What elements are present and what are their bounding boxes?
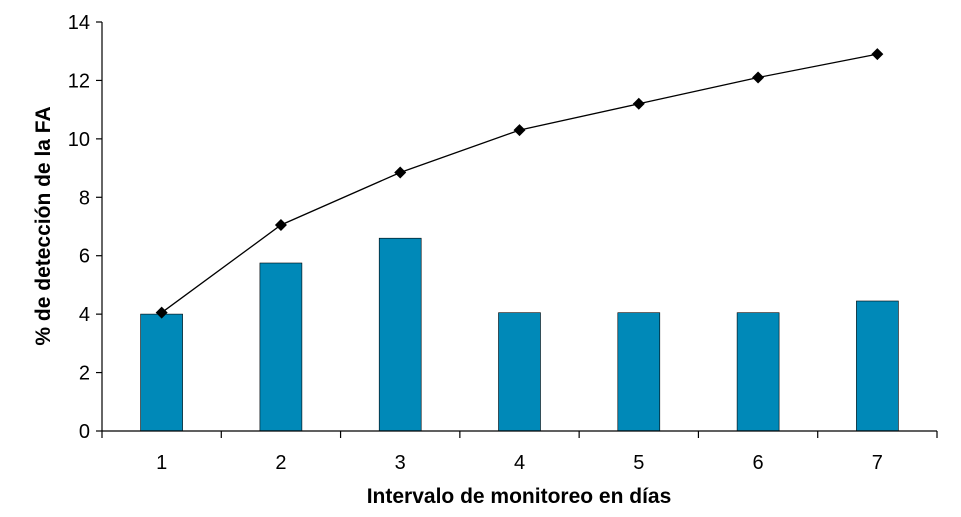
bars-layer [140, 237, 899, 432]
x-axis-title: Intervalo de monitoreo en días [367, 485, 672, 508]
x-tick-label: 3 [395, 452, 406, 474]
bar-6 [736, 312, 780, 432]
x-tick-label: 2 [275, 452, 286, 474]
bar-5 [617, 312, 661, 432]
x-tick-label: 7 [872, 452, 883, 474]
line-point-7 [871, 48, 884, 61]
x-tick-label: 4 [514, 452, 525, 474]
line-point-5 [632, 97, 645, 110]
bar-4 [498, 312, 541, 432]
y-tick-label: 12 [68, 70, 90, 92]
line-point-4 [513, 124, 526, 137]
line-layer [155, 48, 884, 319]
bar-7 [856, 300, 899, 432]
axes-layer [96, 21, 938, 438]
line-point-3 [394, 166, 407, 179]
y-tick-label: 8 [79, 187, 90, 209]
line-point-2 [274, 219, 287, 232]
y-tick-label: 10 [68, 129, 90, 151]
line-point-1 [155, 306, 168, 319]
x-tick-label: 1 [156, 452, 167, 474]
x-tick-label: 5 [633, 452, 644, 474]
x-tick-label: 6 [753, 452, 764, 474]
bar-1 [140, 313, 183, 432]
y-axis-title: % de detección de la FA [32, 106, 55, 345]
y-tick-label: 14 [68, 12, 90, 34]
y-tick-label: 0 [79, 421, 90, 443]
y-tick-label: 2 [79, 363, 90, 385]
bar-2 [259, 262, 303, 432]
y-tick-label: 4 [79, 304, 90, 326]
line-point-6 [752, 71, 765, 84]
bar-3 [378, 237, 422, 432]
y-tick-label: 6 [79, 246, 90, 268]
